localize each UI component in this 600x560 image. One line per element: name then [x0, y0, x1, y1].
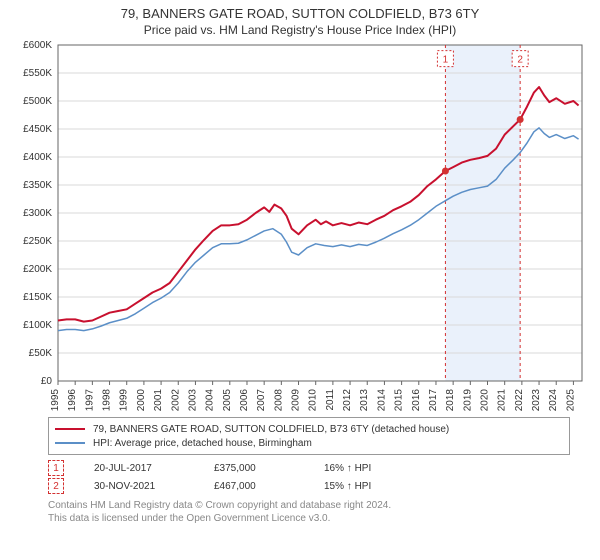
chart-area: £0 £50K £100K £150K £200K £250K £300K £350K £400… [10, 41, 590, 411]
line-chart-svg: £0 £50K £100K £150K £200K £250K £300K £350K £400… [10, 41, 590, 411]
legend-row: 79, BANNERS GATE ROAD, SUTTON COLDFIELD,… [55, 422, 563, 436]
svg-text:£300K: £300K [23, 208, 52, 219]
svg-text:2012: 2012 [342, 389, 353, 411]
svg-text:1: 1 [443, 55, 449, 66]
annotation-marker-icon: 1 [48, 460, 64, 476]
svg-text:£550K: £550K [23, 68, 52, 79]
annotation-price: £375,000 [214, 463, 294, 474]
legend-row: HPI: Average price, detached house, Birm… [55, 436, 563, 450]
legend-swatch [55, 442, 85, 444]
svg-text:£350K: £350K [23, 180, 52, 191]
svg-text:£150K: £150K [23, 292, 52, 303]
svg-text:£450K: £450K [23, 124, 52, 135]
svg-text:£600K: £600K [23, 41, 52, 51]
annotation-date: 30-NOV-2021 [94, 481, 184, 492]
legend-label: 79, BANNERS GATE ROAD, SUTTON COLDFIELD,… [93, 424, 449, 435]
svg-text:2024: 2024 [548, 389, 559, 411]
svg-text:1998: 1998 [102, 389, 113, 411]
svg-text:2015: 2015 [394, 389, 405, 411]
chart-title-address: 79, BANNERS GATE ROAD, SUTTON COLDFIELD,… [0, 0, 600, 21]
svg-text:1997: 1997 [84, 389, 95, 411]
annotation-delta: 15% ↑ HPI [324, 481, 371, 492]
svg-text:2011: 2011 [325, 389, 336, 411]
svg-text:2023: 2023 [531, 389, 542, 411]
svg-text:2018: 2018 [445, 389, 456, 411]
svg-text:2: 2 [517, 55, 523, 66]
svg-text:2010: 2010 [308, 389, 319, 411]
footer-line: Contains HM Land Registry data © Crown c… [48, 499, 570, 512]
legend: 79, BANNERS GATE ROAD, SUTTON COLDFIELD,… [48, 417, 570, 455]
svg-text:2005: 2005 [222, 389, 233, 411]
svg-text:2020: 2020 [480, 389, 491, 411]
svg-text:2001: 2001 [153, 389, 164, 411]
svg-text:2019: 2019 [462, 389, 473, 411]
annotation-marker-icon: 2 [48, 478, 64, 494]
svg-text:2008: 2008 [273, 389, 284, 411]
legend-swatch [55, 428, 85, 430]
legend-label: HPI: Average price, detached house, Birm… [93, 438, 312, 449]
svg-text:2017: 2017 [428, 389, 439, 411]
annotation-price: £467,000 [214, 481, 294, 492]
svg-text:£50K: £50K [29, 348, 53, 359]
svg-text:2007: 2007 [256, 389, 267, 411]
svg-text:£250K: £250K [23, 236, 52, 247]
svg-text:2003: 2003 [187, 389, 198, 411]
footer-attribution: Contains HM Land Registry data © Crown c… [48, 499, 570, 525]
svg-text:2014: 2014 [376, 389, 387, 411]
footer-line: This data is licensed under the Open Gov… [48, 512, 570, 525]
svg-text:£100K: £100K [23, 320, 52, 331]
svg-text:£200K: £200K [23, 264, 52, 275]
svg-text:2009: 2009 [291, 389, 302, 411]
svg-text:2000: 2000 [136, 389, 147, 411]
svg-text:2002: 2002 [170, 389, 181, 411]
svg-text:2013: 2013 [359, 389, 370, 411]
svg-text:2006: 2006 [239, 389, 250, 411]
svg-text:£400K: £400K [23, 152, 52, 163]
annotation-row: 2 30-NOV-2021 £467,000 15% ↑ HPI [48, 477, 570, 495]
svg-text:2021: 2021 [497, 389, 508, 411]
svg-text:£500K: £500K [23, 96, 52, 107]
chart-title-sub: Price paid vs. HM Land Registry's House … [0, 21, 600, 41]
svg-text:2004: 2004 [205, 389, 216, 411]
annotation-table: 1 20-JUL-2017 £375,000 16% ↑ HPI 2 30-NO… [48, 459, 570, 495]
svg-text:1999: 1999 [119, 389, 130, 411]
svg-text:2022: 2022 [514, 389, 525, 411]
svg-text:£0: £0 [41, 376, 53, 387]
svg-text:2025: 2025 [565, 389, 576, 411]
svg-text:1996: 1996 [67, 389, 78, 411]
annotation-row: 1 20-JUL-2017 £375,000 16% ↑ HPI [48, 459, 570, 477]
svg-text:1995: 1995 [50, 389, 61, 411]
svg-text:2016: 2016 [411, 389, 422, 411]
annotation-delta: 16% ↑ HPI [324, 463, 371, 474]
annotation-date: 20-JUL-2017 [94, 463, 184, 474]
